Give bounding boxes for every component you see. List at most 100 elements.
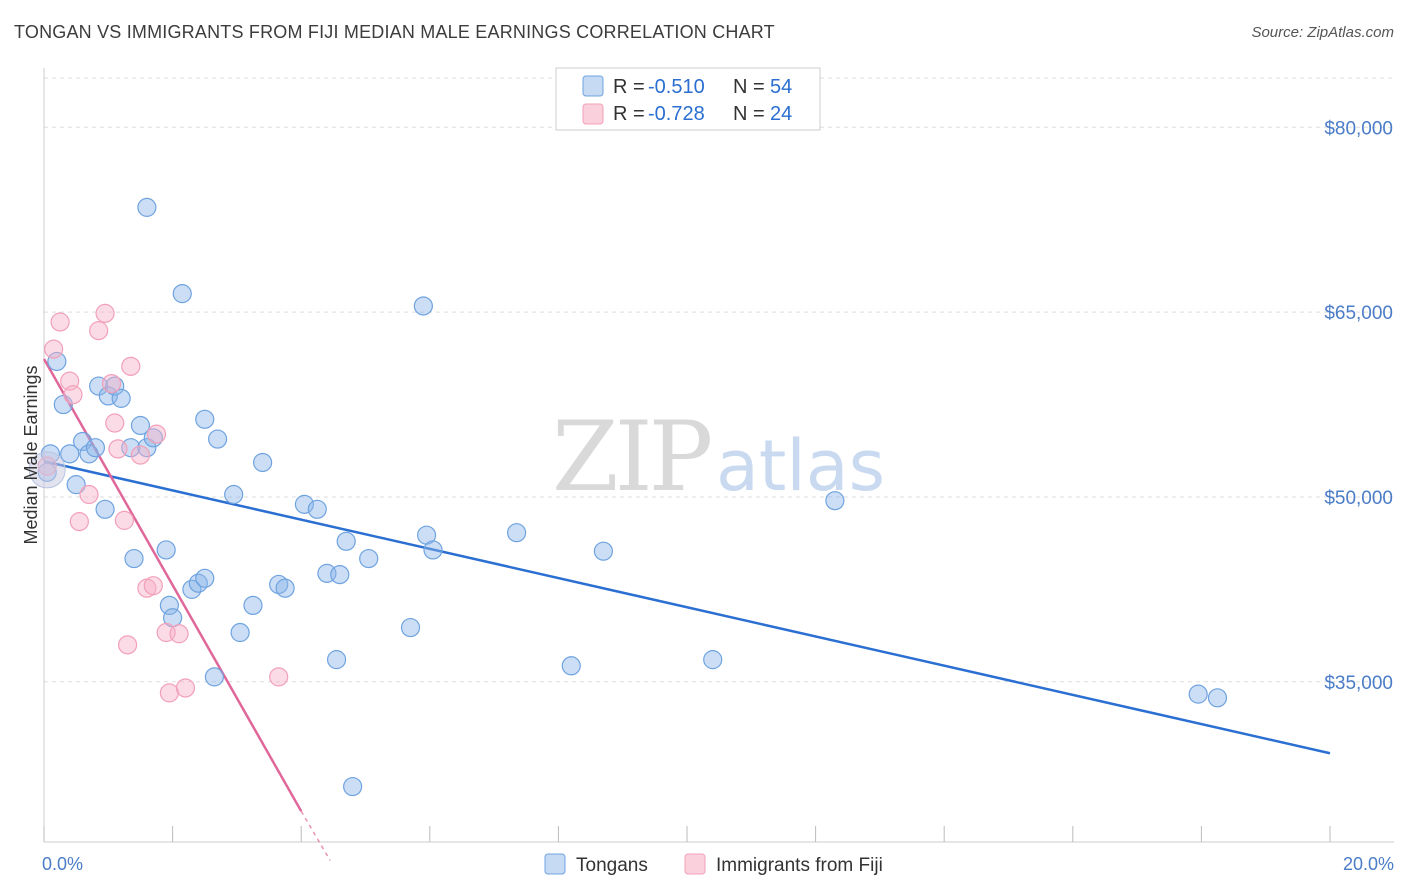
tongans-point-35 [275,578,295,598]
trendline-fiji [42,358,303,812]
tongans-point-25 [188,573,208,593]
stats-legend: R = -0.510 N = 54 R = -0.728 N = 24 [555,67,821,131]
chart-title: TONGAN VS IMMIGRANTS FROM FIJI MEDIAN MA… [14,22,775,42]
tongans-point-45 [413,296,433,316]
tongans-point-17 [137,438,157,458]
watermark-atlas: atlas [716,425,885,507]
grid-layer [44,77,1394,683]
tongans-point-13 [111,388,131,408]
tongans-point-4 [60,444,80,464]
legend-r-value-tongans: -0.510 [648,76,705,98]
legend-r-label-fiji: R = [613,103,645,125]
tongans-point-12 [105,376,125,396]
fiji-point-11 [108,439,128,459]
tongans-point-28 [204,667,224,687]
tongans-point-53 [1188,684,1208,704]
fiji-point-12 [114,510,134,530]
y-tick-label-3: $35,000 [1324,673,1393,694]
bottom-legend-swatch-tongans [544,853,566,875]
fiji-point-7 [89,321,109,341]
tongans-point-8 [85,438,106,458]
trendline-layer [42,358,1331,861]
y-tick-label-1: $65,000 [1324,303,1393,324]
fiji-point-18 [146,424,167,444]
tongans-point-39 [326,650,347,670]
y-tick-label-2: $50,000 [1324,488,1393,509]
tongans-point-54 [1207,688,1228,708]
tongans-point-31 [230,622,250,643]
points-layer [28,197,1228,797]
fiji-point-2 [50,312,70,332]
y-tick-label-0: $80,000 [1324,118,1393,139]
legend-r-value-fiji: -0.728 [648,103,705,125]
x-tick-label-0: 0.0% [42,854,83,874]
bottom-legend-label-fiji: Immigrants from Fiji [716,855,883,876]
axes-layer: $80,000 $65,000 $50,000 $35,000 0.0% 20.0% [42,68,1394,874]
legend-n-value-tongans: 54 [770,76,792,98]
fiji-point-21 [169,624,189,644]
trendline-tongans [43,460,1331,755]
tongans-point-49 [561,656,581,676]
tongans-point-15 [124,548,144,569]
tongans-point-51 [703,650,723,670]
legend-n-label-tongans: N = [733,76,765,98]
tongans-point-40 [330,564,350,585]
tongans-point-5 [66,475,86,495]
x-tick-label-1: 20.0% [1343,854,1394,874]
trendline-extension-fiji [300,810,331,861]
fiji-point-17 [143,576,163,596]
tongans-point-41 [336,531,356,551]
tongans-point-23 [172,284,192,304]
fiji-point-1 [44,339,64,359]
tongans-point-43 [359,548,379,569]
origin-cluster-point [28,451,66,489]
legend-r-label-tongans: R = [613,76,645,98]
source-credit: Source: ZipAtlas.com [1251,24,1394,41]
tongans-point-37 [307,499,327,519]
tongans-point-32 [243,595,263,616]
series-legend: Tongans Immigrants from Fiji [544,853,883,876]
tongans-point-21 [159,595,179,616]
tongans-point-47 [423,540,443,560]
fiji-point-9 [101,374,122,394]
legend-n-value-fiji: 24 [770,103,792,125]
watermark: ZIP atlas [552,401,885,513]
legend-n-label-fiji: N = [733,103,765,125]
fiji-point-23 [269,667,289,687]
tongans-point-27 [195,409,215,429]
tongans-point-10 [95,499,115,519]
bottom-legend-swatch-fiji [684,853,706,875]
tongans-point-30 [224,484,244,505]
fiji-point-4 [63,385,83,405]
tongans-point-16 [130,415,151,436]
fiji-point-22 [175,678,196,698]
tongans-point-29 [208,429,228,449]
tongans-point-3 [53,394,73,415]
y-axis-label: Median Male Earnings [21,365,41,544]
fiji-point-20 [159,683,179,703]
tongans-point-50 [593,541,614,561]
fiji-point-5 [69,512,89,532]
fiji-point-10 [105,413,125,433]
fiji-point-13 [117,635,138,655]
fiji-point-14 [121,356,141,376]
tongans-point-19 [143,428,163,448]
watermark-zip: ZIP [552,401,711,513]
tongans-point-52 [825,491,845,511]
fiji-point-8 [95,303,115,323]
fiji-point-6 [79,484,99,505]
tongans-point-36 [294,494,315,514]
tongans-point-18 [137,197,157,217]
tongans-point-42 [343,776,363,797]
bottom-legend-label-tongans: Tongans [576,855,648,876]
tongans-point-33 [253,452,273,473]
tongans-point-2 [47,351,67,372]
tongans-point-20 [156,540,176,560]
legend-swatch-tongans [582,75,604,97]
legend-swatch-fiji [582,103,604,125]
tongans-point-48 [507,523,527,543]
tongans-point-26 [195,568,215,588]
fiji-point-15 [130,445,151,465]
tongans-point-44 [400,617,421,638]
